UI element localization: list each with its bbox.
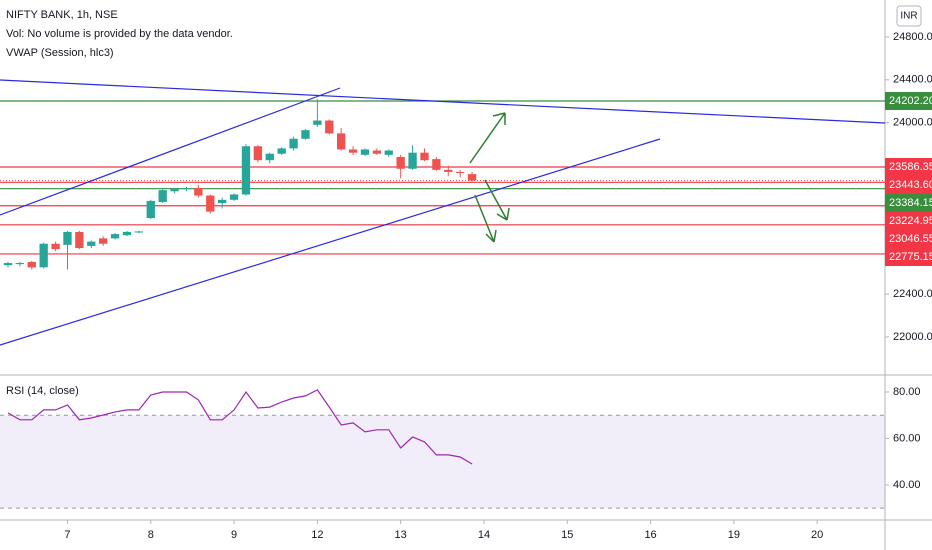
candle-body [372,150,382,154]
vwap-label: VWAP (Session, hlc3) [6,47,114,59]
candle-body [110,234,120,239]
rsi-line [7,389,473,465]
y-tick-label: 80.00 [893,386,921,398]
x-tick-label: 8 [148,529,154,541]
x-tick-label: 9 [231,529,237,541]
level-box [885,247,932,266]
candle-body [456,171,465,174]
candle-body [15,263,25,265]
rsi-label: RSI (14, close) [6,385,79,397]
arrow-down [484,179,510,221]
arrow-up [469,112,506,164]
level-label: 24202.20 [889,95,932,107]
candle-body [348,149,358,153]
candle-body [325,120,334,134]
candle-body [3,263,13,266]
candle-body [218,199,227,204]
candle-body [27,261,36,268]
candle-body [75,231,84,249]
symbol-title: NIFTY BANK, 1h, NSE [6,9,118,21]
candle-body [408,152,417,169]
x-tick-label: 20 [811,529,823,541]
candle-body [467,174,477,181]
candle-body [182,188,191,190]
trend-line [0,87,341,216]
candle-body [277,148,286,154]
arrows [469,112,510,243]
candle-body [420,152,429,161]
currency-box[interactable] [896,5,922,27]
candle-body [432,159,441,170]
x-tick-label: 16 [644,529,656,541]
candle-body [51,243,60,250]
candle-body [158,190,167,202]
rsi-band [0,415,885,509]
currency-label: INR [900,11,917,22]
candle-body [194,188,203,196]
x-tick-label: 19 [728,529,740,541]
candle-body [206,195,215,212]
candle-body [301,130,310,139]
level-label: 23046.55 [889,233,932,245]
candle-body [289,138,298,149]
candle-body [87,241,96,246]
level-label: 23384.15 [889,197,932,209]
level-box [885,157,932,176]
level-label: 23586.35 [889,161,932,173]
candle-body [396,156,405,169]
y-tick-label: 60.00 [893,432,921,444]
candle-body [265,153,274,161]
candle-body [229,194,239,200]
x-tick-label: 7 [64,529,70,541]
level-box [885,229,932,248]
y-tick-label: 22000.00 [893,331,932,343]
x-tick-label: 14 [478,529,490,541]
candle-body [360,149,370,155]
level-label: 23224.95 [889,215,932,227]
candle-body [170,189,179,192]
candle-body [444,169,453,172]
candle-body [146,200,155,219]
y-tick-label: 24000.00 [893,117,932,129]
candle-body [253,146,263,161]
arrow-down [474,194,497,243]
drawings [0,79,886,346]
level-label: 22775.15 [889,251,932,263]
y-tick-label: 24400.00 [893,74,932,86]
y-tick-label: 40.00 [893,479,921,491]
level-box [885,211,932,230]
candle-body [99,238,108,244]
candle-body [134,231,144,233]
level-box [885,175,932,194]
candle-body [384,150,393,155]
level-label: 23443.60 [889,179,932,191]
candle-body [122,231,132,236]
level-box [885,193,932,212]
y-tick-label: 22400.00 [893,288,932,300]
candle-body [63,231,72,245]
candle-body [337,133,346,150]
candle-body [241,146,251,195]
volume-note: Vol: No volume is provided by the data v… [6,28,233,40]
x-tick-label: 12 [311,529,323,541]
candle-body [39,243,48,268]
trend-line [0,138,661,346]
candle-body [313,120,322,125]
level-box [885,92,932,111]
x-tick-label: 13 [395,529,407,541]
x-tick-label: 15 [561,529,573,541]
y-tick-label: 24800.00 [893,31,932,43]
trend-line [0,79,886,124]
